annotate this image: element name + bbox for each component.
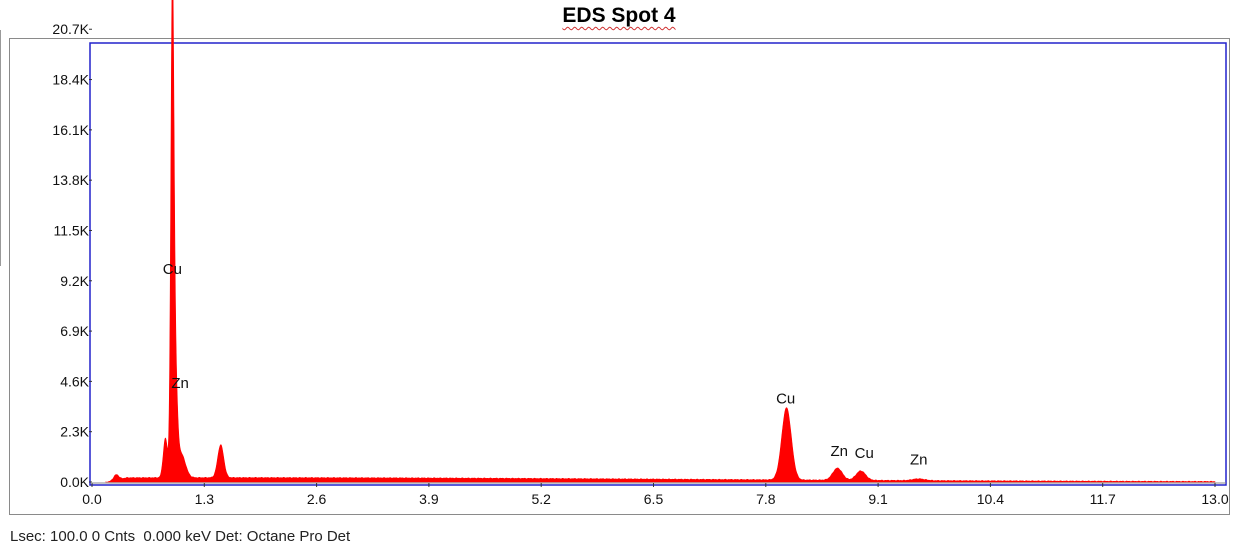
chart-title: EDS Spot 4 [562, 4, 676, 27]
y-tick-label: 2.3K [60, 424, 89, 440]
y-tick-label: 4.6K [60, 373, 89, 389]
chart-frame [9, 38, 1230, 515]
y-tick-label: 16.1K [52, 122, 89, 138]
peak-label-zn: Zn [171, 375, 189, 392]
x-tick-label: 1.3 [195, 491, 215, 507]
x-tick-label: 7.8 [756, 491, 776, 507]
x-tick-label: 0.0 [82, 491, 102, 507]
y-tick-label: 18.4K [52, 72, 89, 88]
peak-label-zn: Zn [830, 443, 848, 460]
y-tick-label: 11.5K [53, 222, 89, 238]
x-tick-label: 13.0 [1201, 491, 1228, 507]
peak-label-cu: Cu [776, 390, 795, 407]
y-tick-label: 6.9K [60, 323, 89, 339]
plot-area-border [89, 42, 1227, 486]
x-tick-label: 5.2 [531, 491, 551, 507]
x-tick-label: 3.9 [419, 491, 439, 507]
x-tick-label: 10.4 [977, 491, 1004, 507]
x-tick-label: 6.5 [644, 491, 664, 507]
eds-spectrum-chart: 0.0K 2.3K 4.6K 6.9K 9.2K 11.5K 13.8K 16.1K 18.4K… [52, 0, 1229, 507]
y-tick-label: 9.2K [60, 273, 89, 289]
y-tick-label: 20.7K [52, 21, 89, 37]
x-tick-label: 9.1 [868, 491, 888, 507]
y-tick-label: 13.8K [52, 172, 89, 188]
window-edge [0, 30, 1, 266]
x-tick-label: 11.7 [1090, 491, 1116, 507]
y-tick-label: 0.0K [60, 474, 89, 490]
peak-label-cu: Cu [855, 445, 874, 462]
spectrum-series [105, 0, 1216, 483]
status-bar: Lsec: 100.0 0 Cnts 0.000 keV Det: Octane… [10, 528, 351, 545]
peak-label-zn: Zn [910, 452, 928, 469]
x-tick-label: 2.6 [307, 491, 327, 507]
peak-label-cu: Cu [163, 261, 182, 278]
